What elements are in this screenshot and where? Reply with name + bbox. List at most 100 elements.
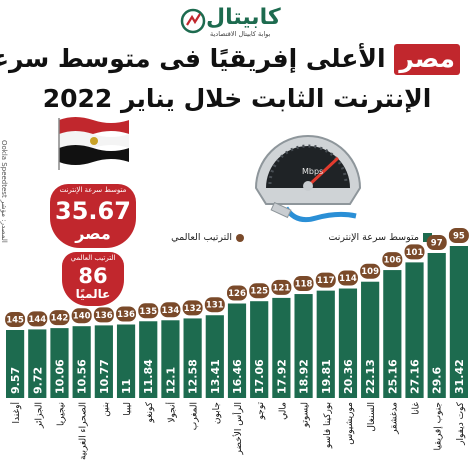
- rank-badge-12: [182, 300, 203, 316]
- legend-label-speed: متوسط سرعة الإنترنت: [328, 232, 419, 243]
- speed-label-7: 18.92: [298, 359, 311, 394]
- speed-label-17: 10.56: [76, 359, 89, 394]
- title-highlight: مصر: [394, 44, 460, 75]
- bar-7: [294, 294, 313, 398]
- category-label-9: توجو: [256, 402, 266, 421]
- rank-label-4: 109: [361, 267, 379, 277]
- bar-3: [383, 270, 402, 398]
- category-label-4: السنغال: [367, 402, 377, 432]
- rank-label-8: 121: [273, 283, 291, 293]
- category-label-20: أوغندا: [10, 402, 22, 424]
- bar-18: [50, 328, 69, 398]
- rank-label-7: 118: [295, 280, 313, 290]
- legend-item-rank: الترتيب العالمي: [171, 232, 244, 243]
- bar-11: [205, 315, 224, 398]
- rank-badge-2: [404, 244, 425, 260]
- rank-label-10: 126: [228, 289, 246, 299]
- category-label-6: بوركينا فاسو: [323, 402, 333, 449]
- egypt-rank-value: 86: [78, 264, 108, 288]
- speed-label-16: 10.77: [98, 359, 111, 394]
- speedometer-icon: Mbps: [254, 135, 362, 223]
- category-label-14: كونغو: [145, 401, 155, 423]
- gauge-unit-label: Mbps: [302, 167, 323, 176]
- bar-1: [427, 252, 446, 398]
- speed-label-13: 12.1: [164, 367, 177, 394]
- rank-badge-1: [426, 234, 447, 250]
- category-label-19: الجزائر: [34, 402, 44, 429]
- category-label-5: موريشيوس: [345, 402, 355, 445]
- category-label-11: جابون: [212, 402, 222, 424]
- bar-4: [361, 281, 380, 398]
- bar-6: [316, 290, 335, 398]
- rank-label-1: 97: [431, 238, 443, 248]
- rank-label-9: 125: [250, 287, 268, 297]
- rank-badge-11: [204, 297, 225, 313]
- bar-0: [449, 246, 468, 398]
- category-label-10: الرأس الأخضر: [232, 402, 244, 456]
- category-label-13: أنجولا: [165, 402, 177, 423]
- category-label-7: ليسوتو: [301, 402, 311, 428]
- speed-label-8: 17.92: [275, 359, 288, 394]
- rank-label-14: 135: [139, 307, 157, 317]
- rank-label-17: 140: [73, 312, 91, 322]
- speed-label-12: 12.58: [187, 359, 200, 394]
- rank-label-11: 131: [206, 301, 224, 311]
- rank-label-6: 117: [317, 276, 335, 286]
- speed-label-9: 17.06: [253, 359, 266, 394]
- egypt-speed-value: 35.67: [55, 197, 131, 225]
- category-label-16: بنين: [101, 402, 111, 417]
- bar-9: [250, 301, 269, 398]
- rank-badge-8: [271, 279, 292, 295]
- rank-badge-17: [71, 308, 92, 324]
- egypt-speed-card: متوسط سرعة الإنترنت 35.67 مصر: [50, 184, 136, 248]
- legend-swatch-speed: [423, 233, 432, 242]
- rank-badge-5: [337, 270, 358, 286]
- rank-badge-20: [5, 312, 26, 327]
- speed-label-2: 27.16: [409, 359, 422, 394]
- rank-label-12: 132: [184, 304, 202, 314]
- title-line-1-text: الأعلى إفريقيًا فى متوسط سرعة: [0, 44, 386, 73]
- page-title-line-1: مصر الأعلى إفريقيًا فى متوسط سرعة: [0, 44, 460, 75]
- rank-badge-18: [49, 310, 70, 326]
- speed-label-0: 31.42: [453, 359, 466, 394]
- rank-label-3: 106: [383, 256, 401, 266]
- rank-badge-7: [293, 276, 314, 292]
- rank-label-0: 95: [453, 232, 465, 242]
- brand-logo[interactable]: كابيتال بوابة كابيتال الاقتصادية: [178, 4, 298, 40]
- speed-label-5: 20.36: [342, 359, 355, 394]
- page-title-line-2: الإنترنت الثابت خلال يناير 2022: [42, 84, 432, 113]
- category-label-12: المغرب: [190, 402, 200, 430]
- speed-label-18: 10.06: [53, 359, 66, 394]
- egypt-rank-label: الترتيب العالمي: [70, 254, 116, 262]
- logo-mark-icon: [180, 8, 206, 34]
- rank-label-2: 101: [406, 248, 424, 258]
- speed-label-19: 9.72: [31, 367, 44, 394]
- speed-label-3: 25.16: [386, 359, 399, 394]
- rank-label-13: 134: [162, 306, 180, 316]
- rank-badge-16: [93, 307, 114, 323]
- bar-15: [116, 324, 136, 398]
- rank-badge-10: [227, 285, 247, 301]
- rank-label-18: 142: [51, 314, 69, 324]
- legend-item-speed: متوسط سرعة الإنترنت: [328, 232, 432, 243]
- category-label-1: جنوب إفريقيا: [434, 402, 444, 451]
- rank-label-15: 136: [117, 310, 135, 320]
- rank-badge-6: [315, 272, 336, 288]
- category-label-17: الصحراء الغربية: [79, 402, 89, 460]
- bar-5: [338, 288, 358, 398]
- egypt-country-name: مصر: [75, 224, 111, 243]
- speed-label-15: 11: [120, 379, 133, 394]
- rank-badge-9: [249, 283, 270, 299]
- rank-badge-19: [27, 311, 48, 327]
- rank-label-5: 114: [339, 274, 357, 284]
- rank-badge-13: [160, 302, 181, 318]
- rank-badge-4: [360, 263, 381, 279]
- rank-badge-14: [138, 303, 159, 319]
- speed-label-6: 19.81: [320, 359, 333, 394]
- rank-label-20: 145: [6, 316, 24, 326]
- bar-14: [139, 321, 158, 398]
- egypt-rank-card: الترتيب العالمي 86 عالميًا: [62, 252, 124, 306]
- category-label-8: مالي: [278, 402, 288, 420]
